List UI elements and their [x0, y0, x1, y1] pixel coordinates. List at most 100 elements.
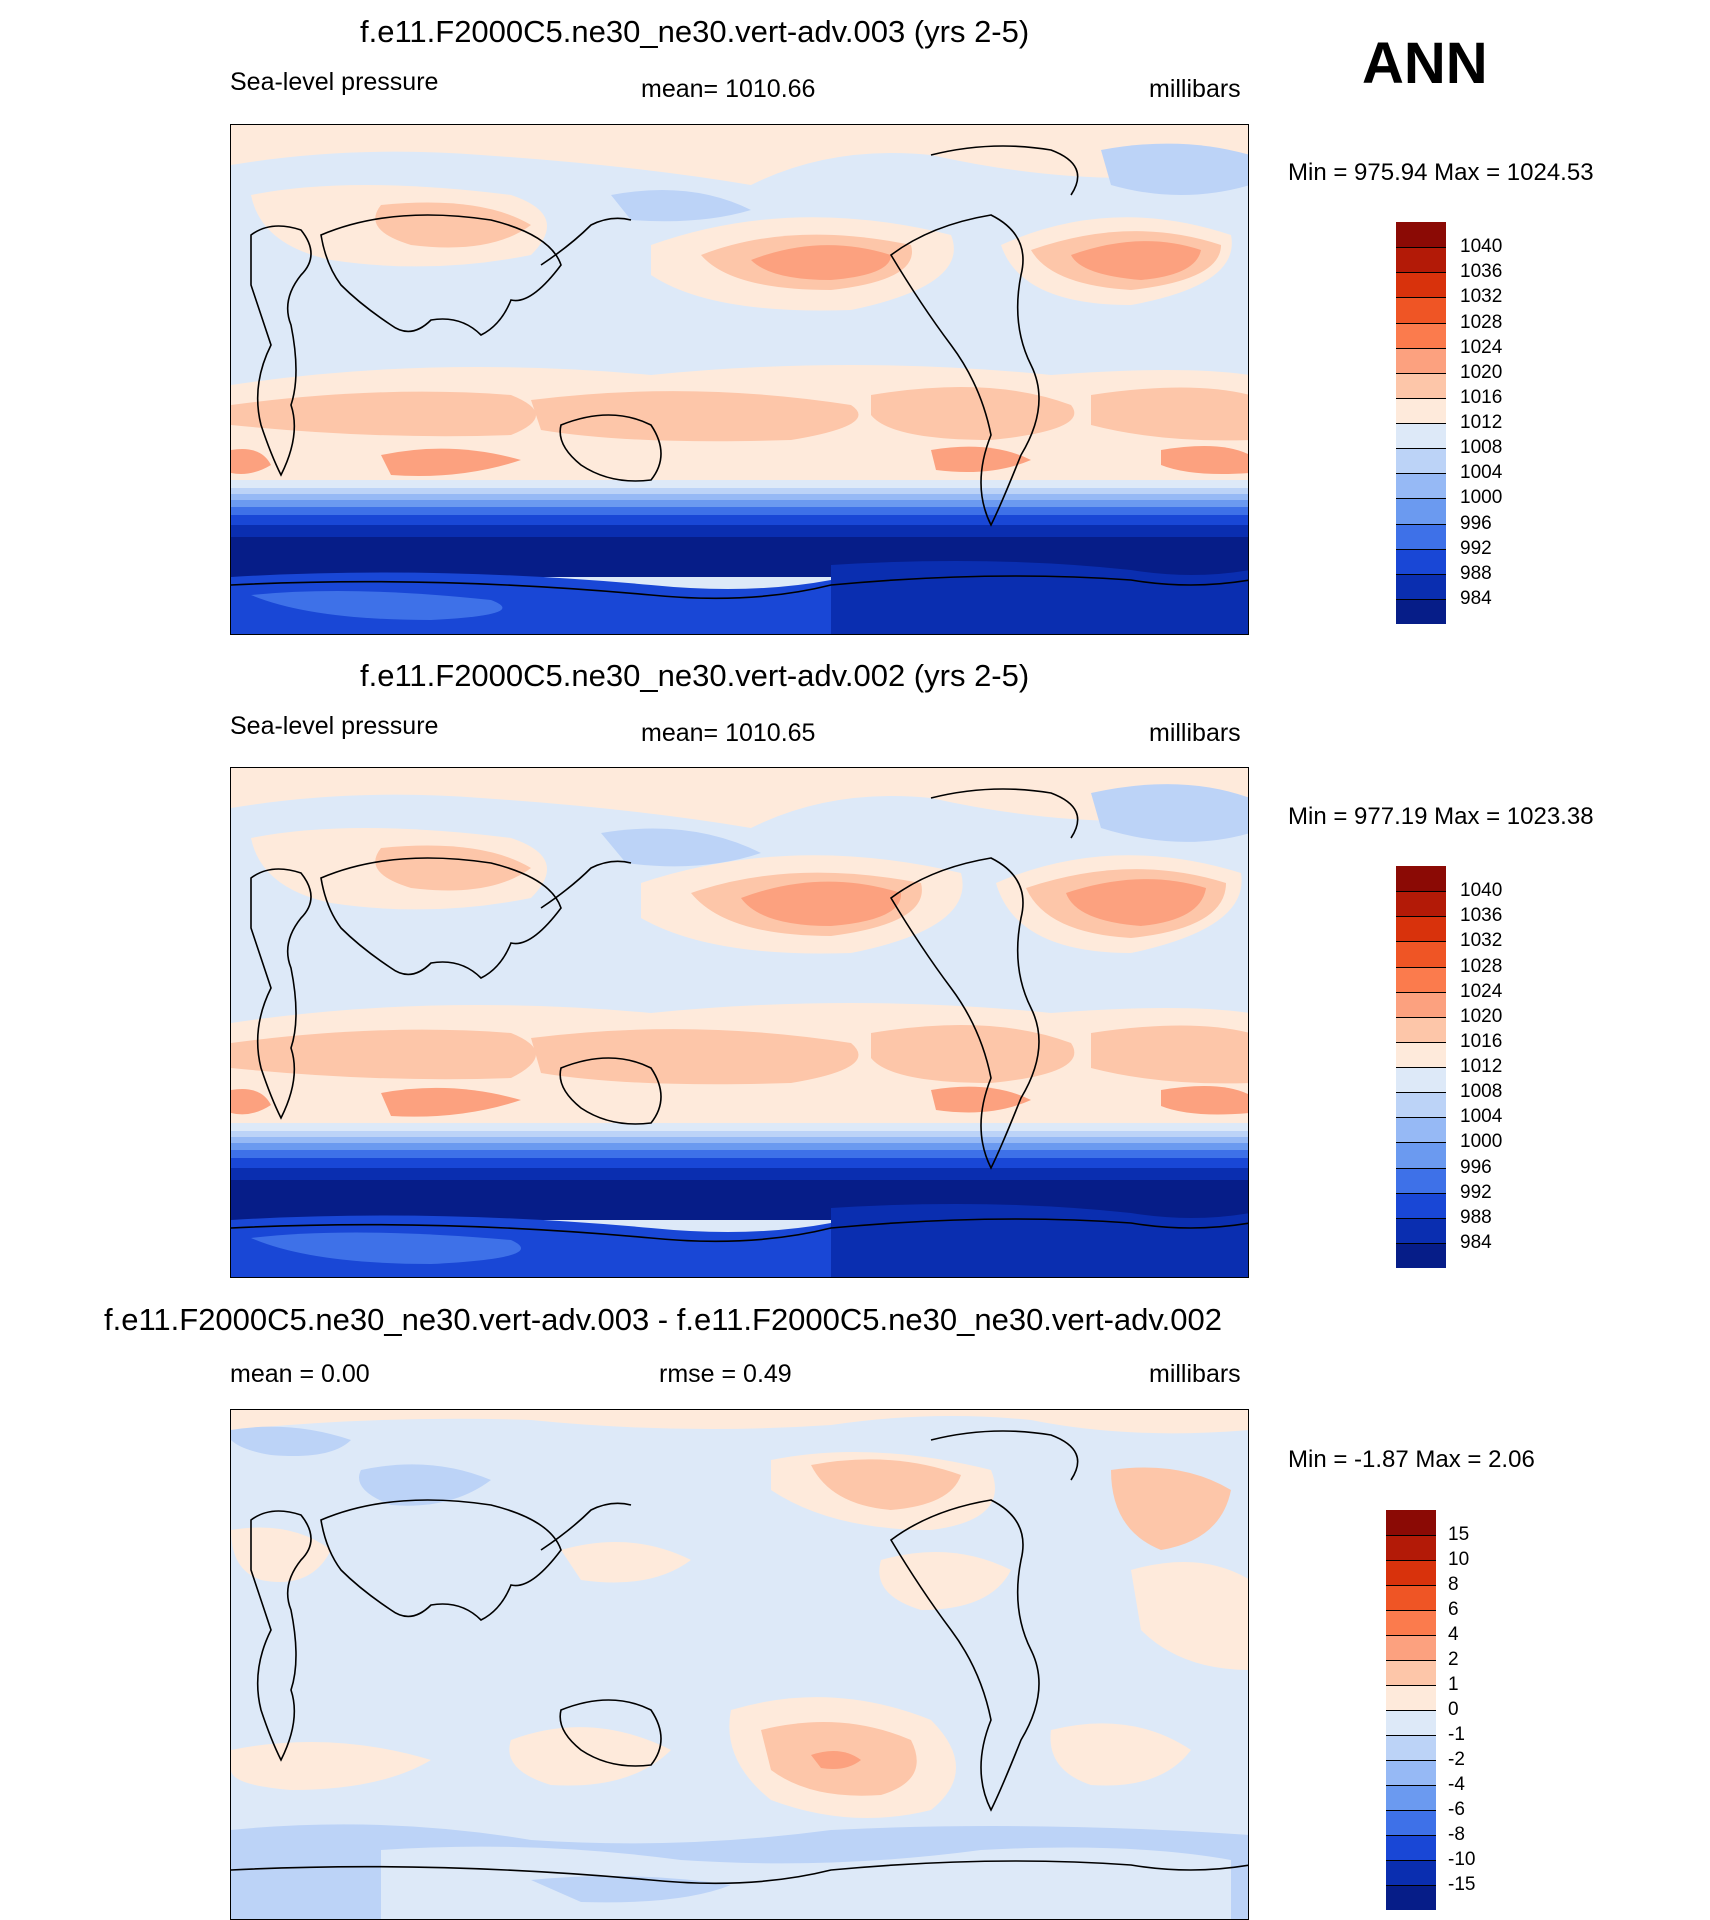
panel-title: f.e11.F2000C5.ne30_ne30.vert-adv.003 - f…	[104, 1302, 1222, 1337]
colorbar-tick-label: 1000	[1460, 487, 1503, 509]
colorbar-swatch	[1396, 916, 1446, 942]
colorbar-tick-label: 1028	[1460, 311, 1503, 333]
colorbar-tick-label: -4	[1448, 1774, 1465, 1795]
colorbar-swatch	[1396, 222, 1446, 248]
colorbar-swatch	[1396, 891, 1446, 917]
colorbar-swatch	[1386, 1885, 1436, 1910]
colorbar-swatch	[1396, 397, 1446, 423]
colorbar-swatch	[1396, 372, 1446, 398]
colorbar-swatch	[1396, 448, 1446, 474]
colorbar-tick-label: 2	[1448, 1649, 1459, 1670]
colorbar-tick-label: 996	[1460, 512, 1492, 534]
colorbar-tick-label: 15	[1448, 1524, 1470, 1545]
colorbar-tick-label: 1016	[1460, 1030, 1503, 1052]
colorbar-swatch	[1386, 1735, 1436, 1760]
colorbar-tick-label: 996	[1460, 1156, 1492, 1178]
colorbar-swatch	[1396, 523, 1446, 549]
colorbar-tick-label: 1004	[1460, 1106, 1503, 1128]
colorbar-swatch	[1386, 1810, 1436, 1835]
colorbar-swatch	[1396, 866, 1446, 892]
colorbar-swatch	[1396, 1192, 1446, 1218]
panel-title: f.e11.F2000C5.ne30_ne30.vert-adv.002 (yr…	[360, 658, 1030, 693]
colorbar-swatch	[1396, 548, 1446, 574]
colorbar-tick-label: 1020	[1460, 1005, 1503, 1027]
colorbar-swatch	[1396, 573, 1446, 599]
colorbar-tick-label: 984	[1460, 587, 1492, 609]
variable-label: Sea-level pressure	[230, 68, 439, 96]
colorbar-swatch	[1386, 1510, 1436, 1535]
colorbar-tick-label: 1000	[1460, 1131, 1503, 1153]
colorbar-swatch	[1396, 1067, 1446, 1093]
colorbar-tick-label: 1008	[1460, 1081, 1503, 1103]
colorbar-tick-label: 992	[1460, 537, 1492, 559]
mean-label: mean= 1010.65	[641, 719, 816, 747]
colorbar-swatch	[1386, 1760, 1436, 1785]
colorbar-tick-label: 1024	[1460, 980, 1503, 1002]
colorbar-tick-label: 8	[1448, 1574, 1459, 1595]
colorbar-tick-label: 1020	[1460, 361, 1503, 383]
colorbar-tick-label: -2	[1448, 1749, 1465, 1770]
units-label: millibars	[1149, 75, 1241, 103]
colorbar-tick-label: 1036	[1460, 261, 1503, 283]
units-label: millibars	[1149, 719, 1241, 747]
colorbar-tick-label: -15	[1448, 1874, 1476, 1895]
colorbar-swatch	[1396, 1142, 1446, 1168]
colorbar-swatch	[1396, 991, 1446, 1017]
colorbar-swatch	[1396, 423, 1446, 449]
mean-label: mean = 0.00	[230, 1360, 370, 1388]
colorbar-tick-label: 1032	[1460, 930, 1503, 952]
units-label: millibars	[1149, 1360, 1241, 1388]
minmax-label: Min = -1.87 Max = 2.06	[1288, 1446, 1535, 1473]
colorbar-swatch	[1386, 1785, 1436, 1810]
rmse-label: rmse = 0.49	[659, 1360, 792, 1388]
colorbar-tick-label: -6	[1448, 1799, 1465, 1820]
colorbar-tick-label: 10	[1448, 1549, 1470, 1570]
colorbar-tick-label: 1032	[1460, 286, 1503, 308]
slp-map	[230, 767, 1249, 1278]
colorbar-swatch	[1386, 1835, 1436, 1860]
colorbar-swatch	[1386, 1585, 1436, 1610]
mean-label: mean= 1010.66	[641, 75, 816, 103]
colorbar-tick-label: 1012	[1460, 1056, 1503, 1077]
colorbar-tick-label: 1036	[1460, 905, 1503, 927]
colorbar-swatch	[1396, 1041, 1446, 1067]
colorbar-swatch	[1396, 941, 1446, 967]
colorbar-tick-label: 1004	[1460, 462, 1503, 484]
colorbar-tick-label: 1040	[1460, 236, 1503, 258]
colorbar-swatch	[1396, 247, 1446, 273]
colorbar-swatch	[1386, 1660, 1436, 1685]
colorbar-tick-label: 1016	[1460, 386, 1503, 408]
colorbar-swatch	[1396, 1092, 1446, 1118]
colorbar-swatch	[1396, 498, 1446, 524]
colorbar-swatch	[1396, 272, 1446, 298]
colorbar-tick-label: 1008	[1460, 437, 1503, 459]
colorbar-swatch	[1396, 1242, 1446, 1268]
colorbar-tick-label: 988	[1460, 1206, 1492, 1228]
colorbar-swatch	[1386, 1610, 1436, 1635]
difference-map	[230, 1409, 1249, 1920]
colorbar-swatch	[1396, 598, 1446, 624]
colorbar-tick-label: 984	[1460, 1231, 1492, 1253]
colorbar-tick-label: -10	[1448, 1849, 1476, 1870]
colorbar-swatch	[1396, 1016, 1446, 1042]
colorbar-swatch	[1396, 322, 1446, 348]
colorbar-swatch	[1396, 473, 1446, 499]
colorbar-swatch	[1386, 1560, 1436, 1585]
variable-label: Sea-level pressure	[230, 712, 439, 740]
colorbar-swatch	[1386, 1685, 1436, 1710]
colorbar-tick-label: 4	[1448, 1624, 1459, 1645]
minmax-label: Min = 975.94 Max = 1024.53	[1288, 159, 1594, 186]
colorbar-swatch	[1386, 1635, 1436, 1660]
colorbar-tick-label: 992	[1460, 1181, 1492, 1203]
colorbar-swatch	[1386, 1860, 1436, 1885]
colorbar-tick-label: -8	[1448, 1824, 1465, 1845]
colorbar-swatch	[1396, 1117, 1446, 1143]
panel-title: f.e11.F2000C5.ne30_ne30.vert-adv.003 (yr…	[360, 14, 1030, 49]
colorbar-swatch	[1396, 1217, 1446, 1243]
colorbar-tick-label: 6	[1448, 1599, 1459, 1620]
colorbar-swatch	[1396, 966, 1446, 992]
colorbar-swatch	[1396, 1167, 1446, 1193]
colorbar-swatch	[1386, 1535, 1436, 1560]
colorbar-swatch	[1396, 347, 1446, 373]
colorbar-tick-label: 1	[1448, 1674, 1459, 1695]
